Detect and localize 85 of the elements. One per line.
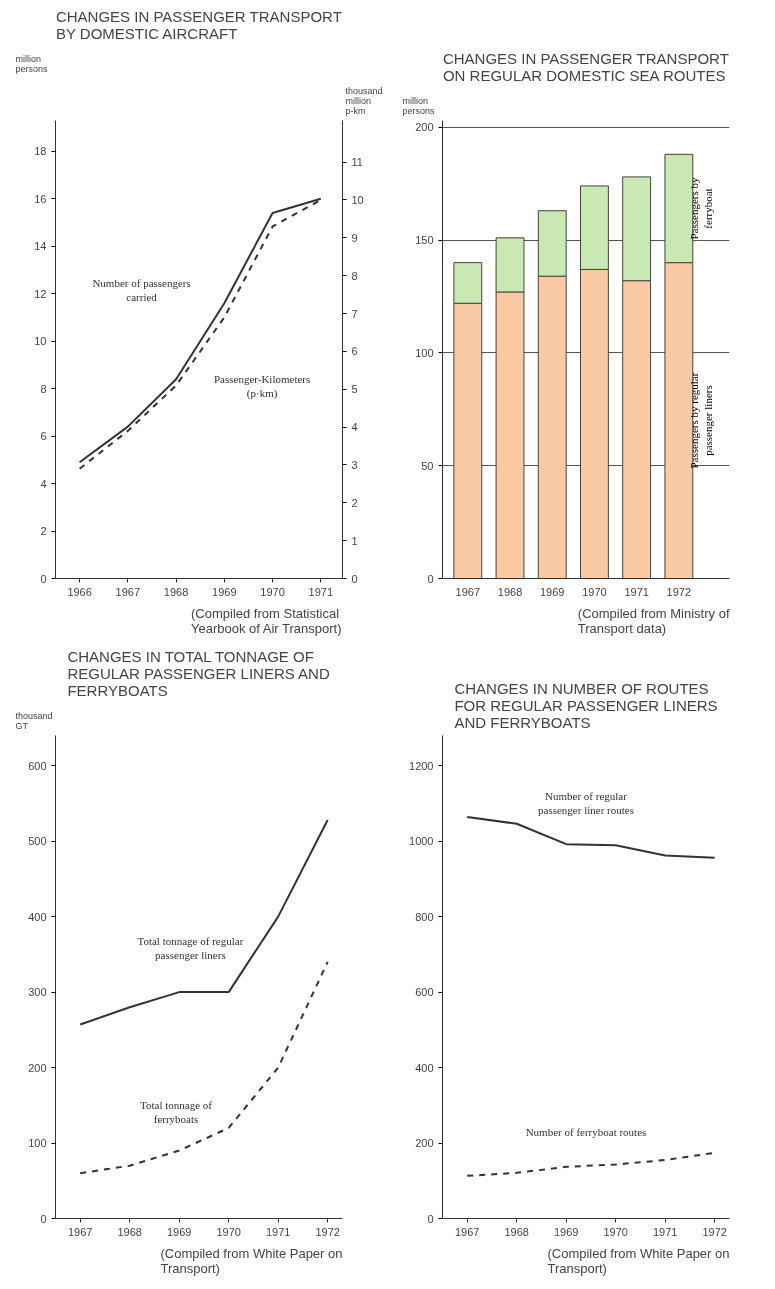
x-tick-label: 1971	[265, 1225, 291, 1238]
x-tick-label: 1968	[497, 585, 523, 598]
y-tick-label: 50	[421, 459, 434, 472]
text: (Compiled from Ministry of Transport data)	[577, 605, 730, 636]
y2-tick-label: 2	[351, 496, 358, 509]
chart-title: CHANGES IN TOTAL TONNAGE OF REGULAR PASSENGER LINERS AND FERRYBOATS	[67, 647, 330, 699]
chart-title: CHANGES IN PASSENGER TRANSPORT BY DOMESTIC AIRCRAFT	[55, 7, 342, 42]
y-tick-label: 500	[28, 835, 47, 848]
y2-tick-label: 8	[351, 269, 358, 282]
y2-tick-label: 4	[351, 421, 358, 434]
y-tick-label: 300	[28, 986, 47, 999]
y2-axis-title: thousand million p-km	[345, 85, 383, 116]
x-tick-label: 1968	[117, 1225, 142, 1238]
text: Passengers by ferryboat	[687, 176, 714, 240]
y-tick-label: 0	[427, 1212, 434, 1225]
y-tick-label: 4	[40, 477, 47, 490]
x-tick-label: 1967	[68, 1225, 93, 1238]
y-tick-label: 0	[427, 572, 434, 585]
x-tick-label: 1969	[553, 1225, 579, 1238]
y2-tick-label: 7	[351, 307, 358, 320]
y-tick-label: 200	[415, 1137, 434, 1150]
x-tick-label: 1969	[166, 1225, 192, 1238]
y-tick-label: 600	[28, 759, 47, 772]
y-tick-label: 1200	[409, 759, 434, 772]
x-tick-label: 1972	[315, 1225, 340, 1238]
y-tick-label: 150	[415, 234, 434, 247]
y2-tick-label: 11	[351, 156, 363, 169]
x-tick-label: 1970	[260, 585, 285, 598]
y-tick-label: 1000	[409, 835, 434, 848]
x-tick-label: 1967	[455, 585, 481, 598]
x-tick-label: 1971	[652, 1225, 678, 1238]
x-tick-label: 1966	[67, 585, 92, 598]
y-tick-label: 800	[415, 910, 434, 923]
x-tick-label: 1972	[666, 585, 692, 598]
x-tick-label: 1968	[163, 585, 189, 598]
series-label: Number of regular passenger liner routes	[538, 789, 634, 817]
x-tick-label: 1967	[115, 585, 141, 598]
y-axis-title: million persons	[402, 95, 436, 116]
x-tick-label: 1970	[216, 1225, 241, 1238]
chart-title: CHANGES IN NUMBER OF ROUTES FOR REGULAR PASSENGER LINERS AND FERRYBOATS	[454, 679, 718, 731]
x-tick-label: 1970	[582, 585, 607, 598]
y2-tick-label: 6	[351, 345, 358, 358]
y-tick-label: 100	[415, 346, 434, 359]
y-tick-label: 16	[34, 192, 47, 205]
x-tick-label: 1971	[624, 585, 649, 598]
text: (Compiled from White Paper on Transport)	[160, 1245, 343, 1276]
y-tick-label: 6	[40, 430, 47, 443]
series-label: Total tonnage of ferryboats	[140, 1099, 213, 1126]
y-tick-label: 0	[40, 572, 47, 585]
y-tick-label: 8	[40, 382, 47, 395]
text: (Compiled from Statistical Yearbook of Air Transport)	[191, 605, 342, 636]
y-tick-label: 2	[40, 525, 47, 538]
y2-tick-label: 9	[351, 231, 358, 244]
text: (Compiled from White Paper on Transport)	[547, 1245, 730, 1276]
x-tick-label: 1970	[603, 1225, 628, 1238]
y2-tick-label: 3	[351, 458, 358, 471]
y-tick-label: 12	[34, 287, 47, 300]
y-tick-label: 14	[34, 240, 47, 253]
y-tick-label: 200	[28, 1061, 47, 1074]
y-tick-label: 18	[34, 145, 47, 158]
text: Passenger-Kilometers (p·km)	[213, 372, 311, 401]
series-label: Total tonnage of regular passenger liners	[137, 934, 244, 962]
y-tick-label: 100	[28, 1137, 47, 1150]
x-tick-label: 1967	[455, 1225, 480, 1238]
y2-tick-label: 5	[351, 383, 358, 396]
text: Passengers by regular passenger liners	[687, 372, 714, 469]
chart-title: CHANGES IN PASSENGER TRANSPORT ON REGULAR DOMESTIC SEA ROUTES	[442, 49, 729, 84]
text: Number of passengers carried	[92, 276, 191, 304]
y-tick-label: 0	[40, 1212, 47, 1225]
y-axis-title: thousand GT	[15, 710, 53, 731]
y2-tick-label: 0	[351, 572, 358, 585]
y-tick-label: 200	[415, 121, 434, 134]
x-tick-label: 1968	[504, 1225, 529, 1238]
x-tick-label: 1971	[308, 585, 334, 598]
x-tick-label: 1969	[540, 585, 565, 598]
y2-tick-label: 1	[351, 534, 358, 547]
y2-tick-label: 10	[351, 193, 364, 206]
text: Number of ferryboat routes	[525, 1125, 647, 1138]
x-tick-label: 1969	[212, 585, 237, 598]
x-tick-label: 1972	[702, 1225, 727, 1238]
y-tick-label: 400	[28, 910, 47, 923]
y-tick-label: 400	[415, 1061, 434, 1074]
y-tick-label: 10	[34, 335, 47, 348]
y-axis-title: million persons	[15, 53, 49, 74]
y-tick-label: 600	[415, 986, 434, 999]
